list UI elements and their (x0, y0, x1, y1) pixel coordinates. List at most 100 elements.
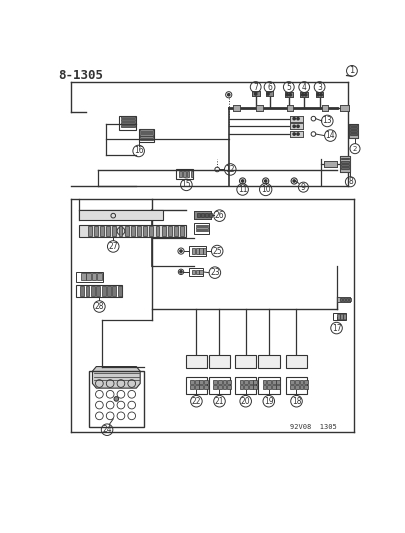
Bar (76, 285, 122, 297)
Bar (286, 377, 307, 393)
Circle shape (293, 125, 295, 127)
Bar (195, 379, 199, 384)
Bar (340, 105, 349, 111)
Bar (258, 377, 279, 393)
Bar (349, 124, 358, 138)
Bar (341, 164, 349, 166)
Bar (277, 385, 280, 389)
Bar (189, 246, 206, 256)
Circle shape (286, 94, 288, 96)
Text: 8: 8 (348, 177, 353, 186)
Bar (204, 385, 208, 389)
Bar (300, 379, 303, 384)
Bar (287, 105, 293, 111)
Bar (205, 213, 208, 217)
Text: 9: 9 (301, 183, 306, 192)
Bar (254, 385, 257, 389)
Bar (196, 225, 208, 227)
Bar (91, 287, 95, 296)
Text: 5: 5 (286, 83, 291, 92)
Bar (194, 223, 209, 234)
Bar (341, 158, 349, 159)
Circle shape (264, 180, 267, 182)
Circle shape (267, 93, 269, 95)
Bar (125, 227, 129, 236)
Bar (340, 156, 350, 172)
Bar (316, 92, 324, 97)
Bar (256, 105, 262, 111)
Bar (324, 161, 337, 167)
Text: 6: 6 (267, 83, 272, 92)
Bar (343, 298, 345, 301)
Circle shape (320, 94, 322, 96)
Bar (92, 273, 96, 280)
Bar (97, 273, 102, 280)
Text: 24: 24 (102, 425, 112, 434)
Bar (290, 116, 303, 122)
Bar (192, 270, 195, 274)
Bar (85, 287, 90, 296)
Bar (290, 379, 294, 384)
Bar (162, 227, 166, 236)
Bar (350, 127, 356, 128)
Bar (337, 297, 350, 302)
Bar (256, 105, 262, 111)
Bar (235, 355, 256, 368)
Bar (244, 385, 248, 389)
Bar (113, 287, 116, 296)
Bar (107, 287, 111, 296)
Bar (113, 227, 116, 236)
Bar (290, 131, 303, 137)
Bar (194, 211, 211, 219)
Bar (239, 379, 243, 384)
Bar (174, 227, 178, 236)
Bar (290, 123, 303, 130)
Bar (252, 91, 260, 95)
Circle shape (297, 117, 299, 120)
Bar (304, 379, 308, 384)
Text: 22: 22 (192, 397, 201, 406)
Bar (100, 227, 104, 236)
Bar (187, 171, 190, 177)
Bar (233, 105, 239, 111)
Bar (340, 314, 343, 319)
Bar (79, 210, 163, 220)
Bar (80, 287, 84, 296)
Bar (121, 122, 135, 124)
Bar (290, 116, 303, 122)
Bar (350, 124, 356, 126)
Bar (119, 227, 122, 236)
Bar (249, 385, 253, 389)
Bar (337, 314, 340, 319)
Bar (204, 379, 208, 384)
Bar (295, 379, 299, 384)
Text: 17: 17 (332, 324, 341, 333)
Bar (287, 105, 293, 111)
Bar (131, 227, 135, 236)
Bar (89, 371, 144, 426)
Bar (94, 227, 98, 236)
Circle shape (293, 133, 295, 135)
Text: 18: 18 (292, 397, 301, 406)
Bar (119, 116, 136, 130)
Bar (185, 355, 207, 368)
Circle shape (241, 180, 244, 182)
Bar (316, 92, 324, 97)
Bar (200, 270, 202, 274)
Bar (209, 355, 230, 368)
Text: 7: 7 (253, 83, 258, 92)
Bar (239, 385, 243, 389)
Bar (285, 92, 293, 97)
Bar (249, 379, 253, 384)
Bar (121, 116, 135, 118)
Bar (343, 314, 346, 319)
Bar (244, 379, 248, 384)
Text: 12: 12 (226, 165, 235, 174)
Text: 3: 3 (317, 83, 322, 92)
Bar (341, 160, 349, 163)
Bar (301, 92, 308, 97)
Text: 23: 23 (210, 268, 220, 277)
Text: 28: 28 (95, 302, 104, 311)
Bar (106, 227, 110, 236)
Bar (223, 385, 226, 389)
